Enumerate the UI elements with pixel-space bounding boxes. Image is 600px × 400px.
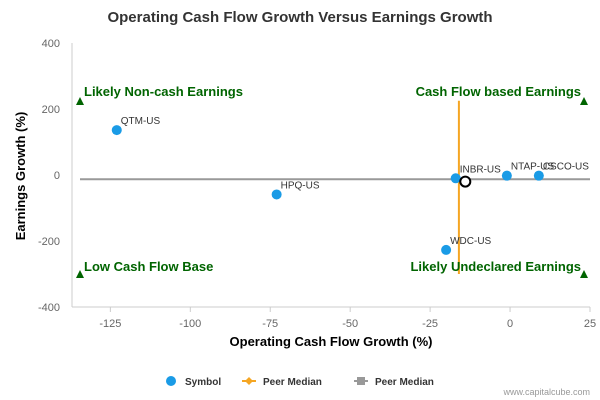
- y-tick-labels: 400 200 0 -200 -400: [38, 38, 60, 314]
- legend-square-icon: [357, 377, 365, 385]
- data-point-label: NTAP-US: [511, 162, 554, 173]
- data-point[interactable]: [441, 244, 452, 255]
- x-tick-label: -25: [422, 318, 438, 330]
- legend-diamond-icon: [245, 377, 253, 385]
- x-tick-label: 0: [507, 318, 513, 330]
- data-point[interactable]: [111, 125, 122, 136]
- quadrant-label: Cash Flow based Earnings: [416, 84, 581, 99]
- x-tick-label: -125: [99, 318, 121, 330]
- legend: Symbol Peer Median Peer Median: [166, 376, 434, 388]
- data-point[interactable]: [271, 189, 282, 200]
- credit-text: www.capitalcube.com: [502, 387, 590, 397]
- y-tick-label: -200: [38, 236, 60, 248]
- legend-label: Symbol: [185, 377, 221, 388]
- y-tick-label: 200: [42, 104, 60, 116]
- chart-title: Operating Cash Flow Growth Versus Earnin…: [107, 9, 492, 26]
- x-tick-labels: -125 -100 -75 -50 -25 0 25: [99, 307, 596, 330]
- highlighted-point[interactable]: [459, 175, 472, 188]
- data-point[interactable]: [501, 170, 512, 181]
- legend-label: Peer Median: [263, 377, 322, 388]
- data-point-label: CSCO-US: [543, 162, 589, 173]
- legend-symbol-marker: [166, 376, 176, 386]
- x-tick-label: 25: [584, 318, 596, 330]
- x-axis-title: Operating Cash Flow Growth (%): [230, 334, 433, 349]
- y-tick-label: -400: [38, 302, 60, 314]
- legend-label: Peer Median: [375, 377, 434, 388]
- data-point-label: INBR-US: [460, 164, 501, 175]
- quadrant-marker-icon: [580, 97, 588, 105]
- quadrant-label: Likely Non-cash Earnings: [84, 84, 243, 99]
- quadrant-marker-icon: [76, 97, 84, 105]
- data-point-label: WDC-US: [450, 236, 491, 247]
- x-tick-label: -50: [342, 318, 358, 330]
- data-point[interactable]: [450, 173, 461, 184]
- data-point-label: HPQ-US: [281, 180, 320, 191]
- data-point-label: QTM-US: [121, 116, 161, 127]
- quadrant-marker-icon: [76, 270, 84, 278]
- x-tick-label: -75: [262, 318, 278, 330]
- x-tick-label: -100: [179, 318, 201, 330]
- quadrant-labels: Likely Non-cash Earnings Cash Flow based …: [76, 84, 588, 278]
- y-axis-title: Earnings Growth (%): [13, 112, 28, 241]
- y-tick-label: 0: [54, 170, 60, 182]
- quadrant-marker-icon: [580, 270, 588, 278]
- y-tick-label: 400: [42, 38, 60, 50]
- quadrant-label: Low Cash Flow Base: [84, 259, 213, 274]
- quadrant-label: Likely Undeclared Earnings: [410, 259, 581, 274]
- data-point[interactable]: [533, 170, 544, 181]
